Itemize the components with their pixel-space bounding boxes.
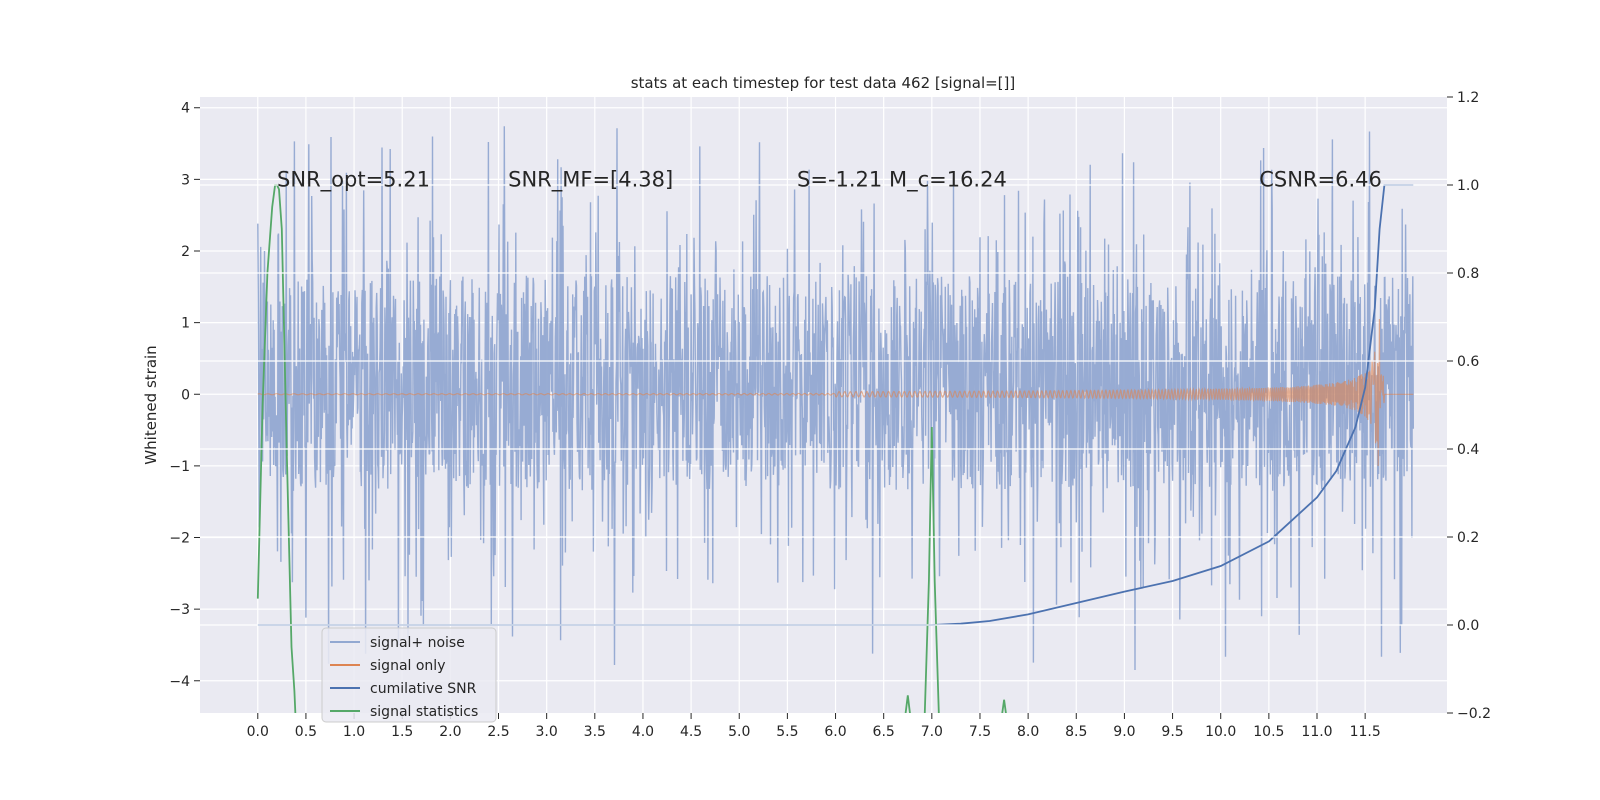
legend-label: cumilative SNR — [370, 681, 477, 697]
signal-only-line — [257, 318, 1414, 466]
x-tick-label: 3.0 — [536, 724, 558, 740]
y2-tick-label: 1.0 — [1457, 178, 1479, 194]
x-tick-label: 2.0 — [439, 724, 461, 740]
y2-tick-label: 0.4 — [1457, 442, 1479, 458]
x-tick-label: 10.0 — [1205, 724, 1236, 740]
x-tick-label: 3.5 — [584, 724, 606, 740]
y-tick-label: −2 — [169, 531, 190, 547]
x-tick-label: 6.0 — [824, 724, 846, 740]
annotation-3: CSNR=6.46 — [1259, 167, 1382, 191]
x-tick-label: 4.0 — [632, 724, 654, 740]
y2-tick-label: 0.0 — [1457, 618, 1479, 634]
x-tick-label: 6.5 — [873, 724, 895, 740]
x-tick-label: 5.0 — [728, 724, 750, 740]
y-tick-label: 3 — [181, 172, 190, 188]
x-tick-label: 4.5 — [680, 724, 702, 740]
y2-tick-label: 0.8 — [1457, 266, 1479, 282]
x-tick-label: 8.0 — [1017, 724, 1039, 740]
y-tick-label: −3 — [169, 602, 190, 618]
x-tick-label: 7.0 — [921, 724, 943, 740]
y2-grid — [200, 184, 1447, 626]
annotations: SNR_opt=5.21 SNR_MF=[4.38] S=-1.21 M_c=16.… — [277, 167, 1382, 192]
y-axis-label: Whitened strain — [142, 345, 160, 464]
legend-label: signal statistics — [370, 704, 478, 720]
annotation-0: SNR_opt=5.21 — [277, 167, 430, 192]
chart-title: stats at each timestep for test data 462… — [631, 74, 1016, 92]
y-axis: −4 −3 −2 −1 0 1 2 3 4 — [169, 101, 200, 690]
x-tick-label: 8.5 — [1065, 724, 1087, 740]
signal-noise-line — [257, 126, 1414, 671]
x-tick-label: 5.5 — [776, 724, 798, 740]
x-tick-label: 0.0 — [247, 724, 269, 740]
legend-label: signal only — [370, 658, 445, 674]
series-line-3 — [256, 184, 1007, 713]
x-tick-label: 11.0 — [1301, 724, 1332, 740]
series-signal-noise — [257, 126, 1414, 671]
x-tick-label: 1.0 — [343, 724, 365, 740]
x-tick-label: 9.5 — [1161, 724, 1183, 740]
y-tick-label: 2 — [181, 244, 190, 260]
legend: signal+ noise signal only cumilative SNR si… — [321, 627, 497, 723]
y-tick-label: −1 — [169, 459, 190, 475]
annotation-2: S=-1.21 M_c=16.24 — [797, 167, 1007, 192]
series-cumilative-snr — [257, 184, 1414, 626]
y-tick-label: 4 — [181, 101, 190, 117]
y2-tick-label: −0.2 — [1457, 706, 1491, 722]
x-tick-label: 11.5 — [1350, 724, 1381, 740]
series-signal-statistics — [256, 184, 1007, 713]
x-tick-label: 10.5 — [1253, 724, 1284, 740]
y2-axis: −0.2 0.0 0.2 0.4 0.6 0.8 1.0 1.2 — [1447, 90, 1491, 722]
x-tick-label: 9.0 — [1113, 724, 1135, 740]
legend-label: signal+ noise — [370, 635, 465, 651]
annotation-1: SNR_MF=[4.38] — [508, 167, 673, 192]
x-tick-label: 2.5 — [487, 724, 509, 740]
y2-tick-label: 1.2 — [1457, 90, 1479, 106]
x-tick-label: 1.5 — [391, 724, 413, 740]
series-layer — [256, 126, 1414, 713]
y-tick-label: 1 — [181, 316, 190, 332]
y2-tick-label: 0.6 — [1457, 354, 1479, 370]
y2-tick-label: 0.2 — [1457, 530, 1479, 546]
series-line-2 — [257, 184, 1414, 626]
x-tick-label: 0.5 — [295, 724, 317, 740]
y-tick-label: −4 — [169, 674, 190, 690]
y-tick-label: 0 — [181, 387, 190, 403]
series-signal-only — [257, 318, 1414, 466]
x-tick-label: 7.5 — [969, 724, 991, 740]
x-axis: 0.0 0.5 1.0 1.5 2.0 2.5 3.0 3.5 4.0 4.5 5.0 5.5 6.0 6… — [247, 713, 1381, 740]
legend-box — [321, 627, 497, 723]
